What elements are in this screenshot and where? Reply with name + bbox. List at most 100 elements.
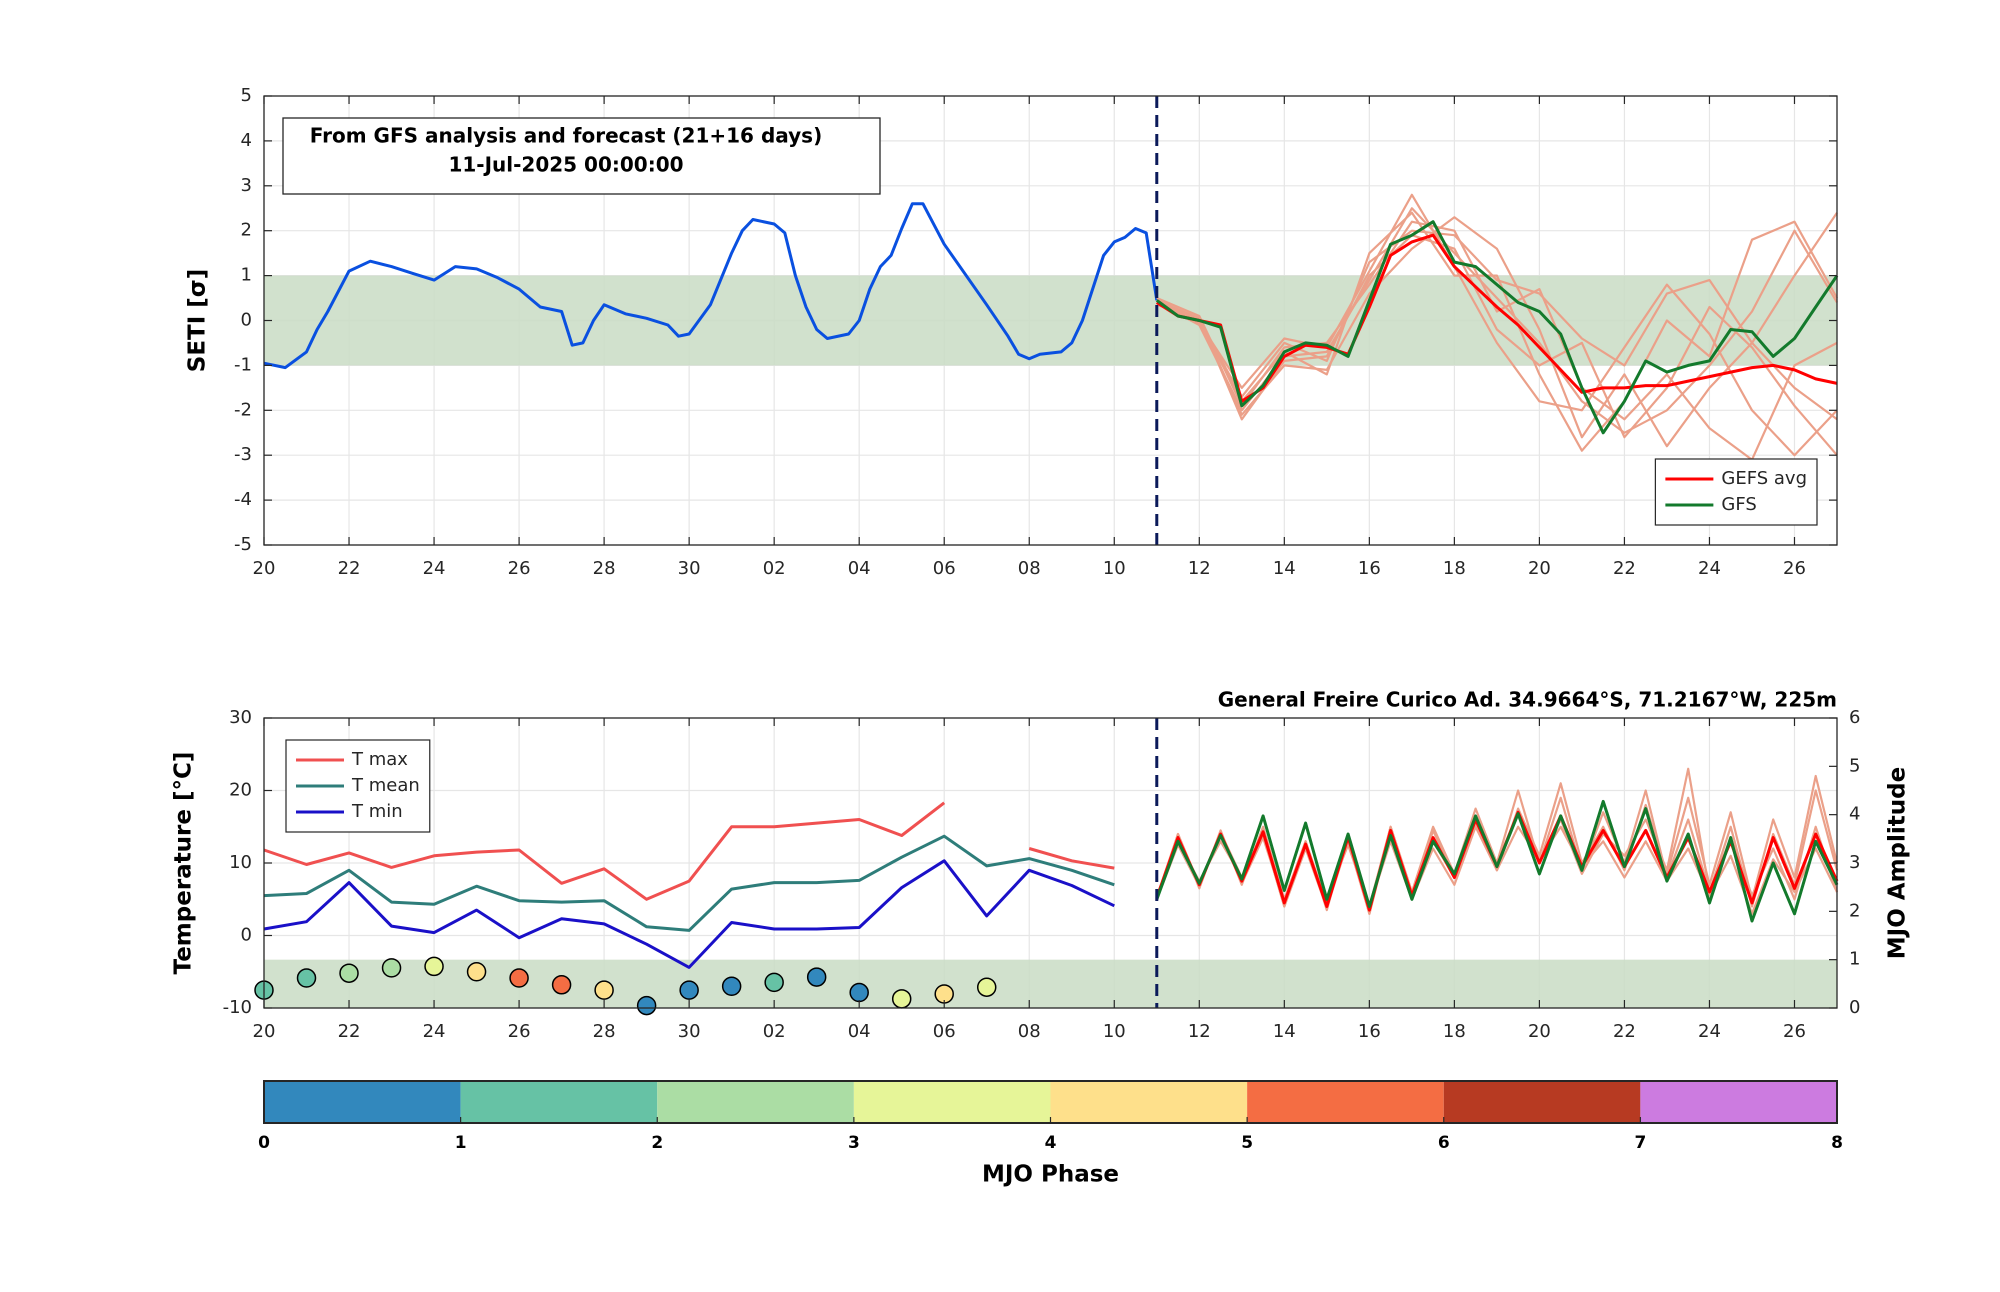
legend: T max T mean T min — [285, 739, 431, 833]
x-tick-label: 06 — [933, 1021, 956, 1042]
x-tick-label: 12 — [1188, 1021, 1211, 1042]
x-tick-label: 20 — [253, 558, 276, 579]
x-tick-label: 02 — [763, 558, 786, 579]
annotation: 11-Jul-2025 00:00:00 — [448, 153, 683, 177]
member-line — [1156, 211, 1838, 452]
x-tick-label: 12 — [1188, 558, 1211, 579]
axes: 20 22 24 26 28 30 02 04 06 08 10 12 14 16 18 20 22 24 26-5… — [185, 85, 1839, 579]
mjo-point — [381, 958, 402, 978]
legend-box — [1654, 458, 1818, 526]
x-tick-label: 22 — [1613, 558, 1636, 579]
x-tick-label: 26 — [1783, 558, 1806, 579]
y-tick-label: -5 — [234, 534, 252, 555]
x-tick-label: 28 — [593, 558, 616, 579]
annotation-box — [282, 117, 881, 195]
x-tick-label: 06 — [933, 558, 956, 579]
x-tick-label: 14 — [1273, 1021, 1296, 1042]
x-tick-label: 22 — [338, 1021, 361, 1042]
x-tick-label: 08 — [1018, 558, 1041, 579]
mjo-point — [424, 956, 444, 977]
y-tick-label: -1 — [234, 354, 252, 375]
colorbar-segment — [1640, 1081, 1837, 1123]
member-line — [1156, 234, 1838, 456]
y-tick-label: -2 — [234, 399, 252, 420]
mjo-point — [296, 968, 317, 988]
member-line — [1155, 799, 1839, 923]
colorbar-tick-label: 0 — [258, 1133, 270, 1153]
y2-tick-label: 6 — [1849, 707, 1860, 728]
x-tick-label: 30 — [678, 558, 701, 579]
legend-label: T min — [351, 801, 403, 822]
y-tick-label: 1 — [241, 265, 252, 286]
colorbar-segment — [1443, 1081, 1641, 1123]
y2-tick-label: 3 — [1849, 852, 1860, 873]
band — [264, 959, 1837, 1008]
chart-title: General Freire Curico Ad. 34.9664°S, 71.… — [1218, 688, 1837, 712]
y-tick-label: 5 — [241, 85, 252, 106]
x-tick-label: 26 — [1783, 1021, 1806, 1042]
x-tick-label: 08 — [1018, 1021, 1041, 1042]
member-line — [1156, 229, 1838, 421]
x-tick-label: 10 — [1103, 1021, 1126, 1042]
colorbar-segment — [853, 1081, 1051, 1123]
y2-tick-label: 5 — [1849, 755, 1860, 776]
y-axis-label: Temperature [°C] — [171, 752, 197, 975]
x-tick-label: 24 — [423, 558, 446, 579]
x-tick-label: 04 — [848, 1021, 871, 1042]
mjo-point — [466, 962, 487, 982]
mjo-point — [764, 972, 784, 993]
x-tick-label: 10 — [1103, 558, 1126, 579]
x-tick-label: 26 — [508, 558, 531, 579]
member-line — [1156, 193, 1838, 457]
colorbar-label: MJO Phase — [982, 1162, 1119, 1188]
y-tick-label: -4 — [234, 489, 252, 510]
member-line — [263, 202, 1159, 370]
y2-tick-label: 0 — [1849, 997, 1860, 1018]
mjo-point — [849, 982, 869, 1003]
colorbar-segment — [460, 1081, 658, 1123]
y-tick-label: -10 — [223, 997, 252, 1018]
y-tick-label: 30 — [229, 707, 252, 728]
mjo-point — [339, 963, 359, 983]
y2-tick-label: 1 — [1849, 949, 1860, 970]
mjo-point — [976, 977, 997, 997]
colorbar-tick-label: 2 — [651, 1133, 663, 1153]
x-tick-label: 24 — [423, 1021, 446, 1042]
legend-label: GFS — [1721, 494, 1756, 515]
x-tick-label: 30 — [678, 1021, 701, 1042]
mjo-point — [679, 980, 699, 1000]
y-tick-label: 2 — [241, 220, 252, 241]
mjo-point — [551, 975, 572, 995]
legend-label: GEFS avg — [1721, 468, 1807, 489]
y-tick-label: -3 — [234, 444, 252, 465]
series-line — [263, 859, 1115, 969]
y2-tick-label: 4 — [1849, 804, 1860, 825]
colorbar-segment — [1247, 1081, 1444, 1123]
x-tick-label: 16 — [1358, 1021, 1381, 1042]
x-tick-label: 20 — [253, 1021, 276, 1042]
colorbar-tick-label: 6 — [1438, 1133, 1450, 1153]
colorbar-segment — [264, 1081, 461, 1123]
series-line — [1155, 220, 1839, 435]
x-tick-label: 26 — [508, 1021, 531, 1042]
y-tick-label: 4 — [241, 130, 252, 151]
band — [264, 275, 1837, 366]
legend: GEFS avg GFS — [1654, 458, 1818, 526]
x-tick-label: 18 — [1443, 558, 1466, 579]
mjo-point — [636, 995, 657, 1016]
x-tick-label: 24 — [1698, 1021, 1721, 1042]
axes: 20 22 24 26 28 30 02 04 06 08 10 12 14 16 18 20 22 24 26-1… — [171, 688, 1911, 1043]
mjo-point — [509, 968, 529, 988]
mjo-point — [806, 967, 827, 987]
series-line — [1155, 233, 1838, 403]
colorbar-tick-label: 8 — [1831, 1133, 1843, 1153]
x-tick-label: 22 — [1613, 1021, 1636, 1042]
x-tick-label: 28 — [593, 1021, 616, 1042]
colorbar-tick-label: 3 — [848, 1133, 860, 1153]
y2-tick-label: 2 — [1849, 900, 1860, 921]
mjo-point — [594, 980, 614, 1000]
x-tick-label: 22 — [338, 558, 361, 579]
x-tick-label: 18 — [1443, 1021, 1466, 1042]
colorbar-segment — [1050, 1081, 1248, 1123]
colorbar-tick-label: 5 — [1241, 1133, 1253, 1153]
